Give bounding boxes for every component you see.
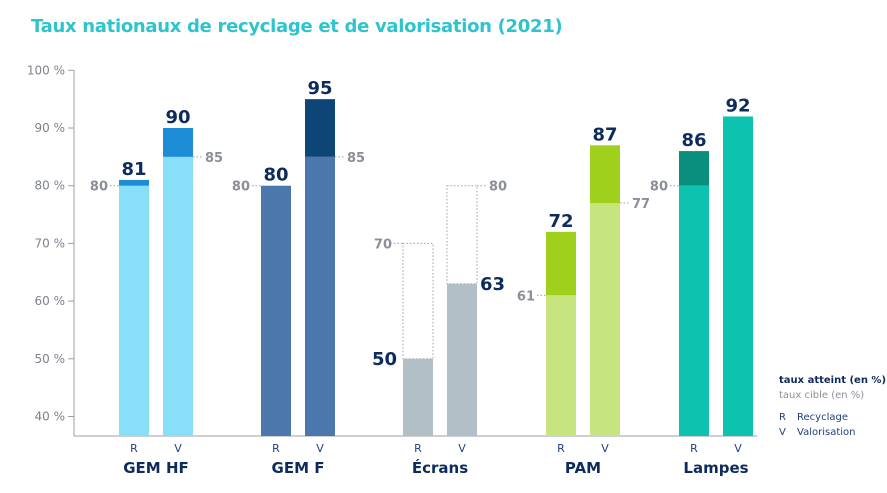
category-label: GEM F [272, 459, 325, 477]
target-label: 85 [205, 151, 223, 166]
y-tick-label: 40 % [35, 410, 66, 424]
subcategory-label: V [174, 442, 182, 455]
y-tick-label: 80 % [35, 179, 66, 193]
target-label: 70 [374, 237, 392, 252]
value-label: 87 [592, 124, 617, 145]
bar-excess-pam-v [590, 145, 620, 204]
target-label: 61 [517, 289, 535, 304]
target-label: 80 [232, 180, 250, 195]
bar-lampes-r [679, 185, 709, 436]
target-outline [402, 242, 434, 360]
y-tick-label: 100 % [27, 63, 65, 77]
bar-excess-gem-hf-r [119, 179, 149, 186]
value-label: 95 [307, 78, 332, 99]
legend-code-v: V Valorisation [779, 427, 856, 438]
bar-excess-pam-r [546, 231, 576, 296]
y-tick-label: 70 % [35, 236, 66, 250]
bar-écrans-r [403, 358, 433, 436]
value-label: 72 [548, 211, 573, 232]
bar-gem-hf-r [119, 185, 149, 436]
category-label: Lampes [683, 459, 748, 477]
subcategory-label: R [557, 442, 565, 455]
legend-target: taux cible (en %) [779, 390, 865, 401]
target-label: 85 [347, 151, 365, 166]
subcategory-label: V [458, 442, 466, 455]
target-label: 80 [650, 180, 668, 195]
subcategory-label: R [130, 442, 138, 455]
y-tick-label: 50 % [35, 352, 66, 366]
category-label: PAM [565, 459, 601, 477]
value-label: 92 [725, 95, 750, 116]
bar-gem-f-r [261, 185, 291, 436]
legend-code-r: R Recyclage [779, 412, 848, 423]
target-label: 80 [489, 180, 507, 195]
bar-excess-gem-hf-v [163, 128, 193, 157]
target-label: 77 [632, 197, 650, 212]
value-label: 90 [165, 107, 190, 128]
bar-gem-f-v [305, 156, 335, 436]
target-label: 80 [90, 180, 108, 195]
subcategory-label: R [414, 442, 422, 455]
value-label: 86 [681, 130, 706, 151]
bar-gem-hf-v [163, 156, 193, 436]
legend-attained: taux atteint (en %) [779, 375, 887, 386]
value-label: 80 [263, 165, 288, 186]
category-label: GEM HF [123, 459, 189, 477]
category-label: Écrans [412, 458, 468, 477]
y-tick-label: 90 % [35, 121, 66, 135]
subcategory-label: V [734, 442, 742, 455]
target-outline [446, 185, 478, 285]
bar-lampes-v [723, 116, 753, 437]
bar-pam-r [546, 295, 576, 436]
legend-codes: R Recyclage V Valorisation [779, 410, 886, 440]
bar-excess-gem-f-v [305, 99, 335, 157]
chart-title: Taux nationaux de recyclage et de valori… [31, 16, 563, 37]
subcategory-label: R [690, 442, 698, 455]
bar-pam-v [590, 203, 620, 436]
bar-écrans-v [447, 283, 477, 436]
value-label: 50 [372, 349, 397, 370]
subcategory-label: R [272, 442, 280, 455]
value-label: 81 [121, 159, 146, 180]
value-label: 63 [480, 274, 505, 295]
subcategory-label: V [601, 442, 609, 455]
y-tick-label: 60 % [35, 294, 66, 308]
subcategory-label: V [316, 442, 324, 455]
bar-excess-lampes-r [679, 151, 709, 186]
